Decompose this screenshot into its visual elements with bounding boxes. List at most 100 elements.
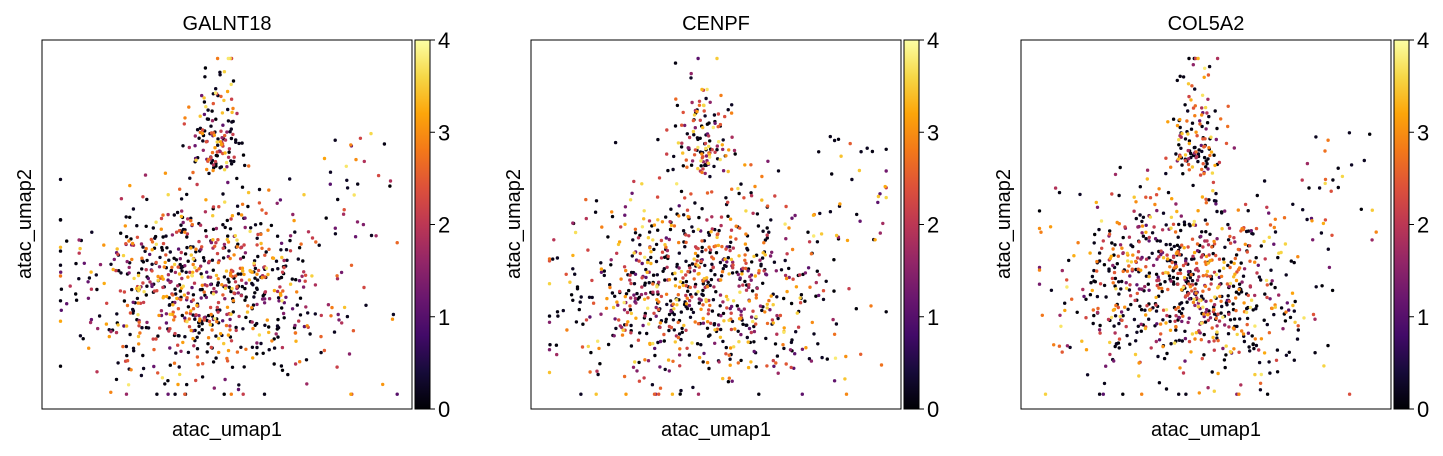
scatter-point [214, 334, 218, 338]
scatter-point [77, 238, 81, 242]
scatter-point [1247, 345, 1251, 349]
scatter-point [1150, 251, 1154, 255]
scatter-point [843, 377, 847, 381]
scatter-point [229, 159, 233, 163]
scatter-point [739, 332, 743, 337]
scatter-point [622, 308, 627, 312]
scatter-point [256, 232, 260, 237]
scatter-point [1200, 93, 1205, 98]
scatter-point [1253, 337, 1258, 341]
scatter-point [629, 344, 634, 348]
scatter-point [690, 225, 694, 229]
scatter-point [727, 245, 732, 249]
scatter-point [697, 297, 701, 301]
scatter-point [174, 292, 178, 296]
scatter-point [1101, 239, 1106, 243]
scatter-point [1121, 392, 1125, 396]
scatter-point [652, 247, 656, 252]
scatter-point [1161, 308, 1166, 312]
scatter-point [272, 346, 277, 350]
scatter-point [286, 372, 290, 377]
scatter-point [225, 356, 229, 361]
plot-frame [41, 39, 413, 410]
scatter-point [58, 319, 63, 323]
scatter-point [640, 225, 645, 229]
scatter-point [250, 320, 254, 324]
scatter-point [226, 348, 231, 353]
scatter-point [700, 156, 704, 160]
scatter-point [216, 137, 220, 141]
scatter-point [234, 274, 238, 278]
scatter-point [1362, 158, 1367, 163]
scatter-point [637, 259, 641, 263]
scatter-point [1214, 272, 1219, 277]
scatter-point [883, 184, 887, 189]
scatter-point [690, 100, 694, 105]
scatter-point [1246, 331, 1251, 335]
scatter-point [226, 56, 230, 61]
scatter-point [782, 346, 786, 351]
scatter-point [782, 296, 786, 301]
scatter-point [719, 223, 723, 228]
scatter-point [1287, 308, 1291, 312]
scatter-point [154, 242, 158, 246]
scatter-point [207, 319, 212, 324]
scatter-point [686, 269, 690, 274]
scatter-point [633, 360, 637, 364]
scatter-point [700, 207, 704, 211]
scatter-point [1136, 225, 1140, 229]
scatter-point [180, 269, 184, 273]
scatter-point [1267, 331, 1272, 335]
scatter-point [691, 118, 696, 123]
scatter-point [727, 353, 731, 357]
scatter-point [313, 312, 317, 316]
scatter-point [166, 273, 171, 277]
scatter-point [631, 238, 635, 242]
scatter-point [223, 297, 227, 301]
scatter-point [767, 298, 771, 303]
scatter-point [189, 219, 193, 223]
scatter-point [1329, 189, 1333, 193]
scatter-point [1181, 75, 1186, 79]
scatter-point [276, 335, 280, 339]
scatter-point [1096, 306, 1100, 311]
scatter-point [737, 191, 741, 196]
scatter-point [164, 312, 169, 316]
scatter-point [884, 195, 888, 200]
scatter-point [1186, 320, 1190, 325]
scatter-point [726, 200, 730, 204]
scatter-point [1268, 223, 1273, 227]
scatter-point [1139, 268, 1143, 272]
scatter-point [1180, 163, 1184, 167]
scatter-point [640, 276, 644, 280]
scatter-point [1183, 359, 1187, 363]
scatter-point [683, 245, 687, 249]
scatter-points [1037, 56, 1378, 396]
scatter-point [739, 313, 743, 317]
scatter-point [197, 239, 201, 244]
scatter-point [623, 222, 627, 226]
scatter-point [151, 226, 155, 230]
scatter-point [1187, 56, 1191, 61]
scatter-point [731, 299, 736, 303]
scatter-point [337, 318, 341, 322]
scatter-point [279, 364, 284, 368]
scatter-point [142, 290, 146, 294]
scatter-point [191, 262, 195, 267]
scatter-point [728, 217, 733, 221]
scatter-point [201, 362, 205, 366]
scatter-point [760, 256, 765, 260]
scatter-point [1183, 103, 1187, 107]
scatter-point [1200, 124, 1204, 129]
scatter-point [761, 229, 765, 233]
scatter-point [229, 136, 234, 141]
scatter-point [769, 218, 773, 222]
scatter-point [167, 258, 171, 262]
scatter-point [628, 273, 632, 277]
scatter-point [82, 261, 87, 265]
scatter-point [638, 331, 642, 335]
scatter-point [369, 131, 373, 136]
scatter-point [754, 253, 759, 257]
scatter-point [651, 273, 656, 277]
scatter-point [808, 285, 812, 289]
